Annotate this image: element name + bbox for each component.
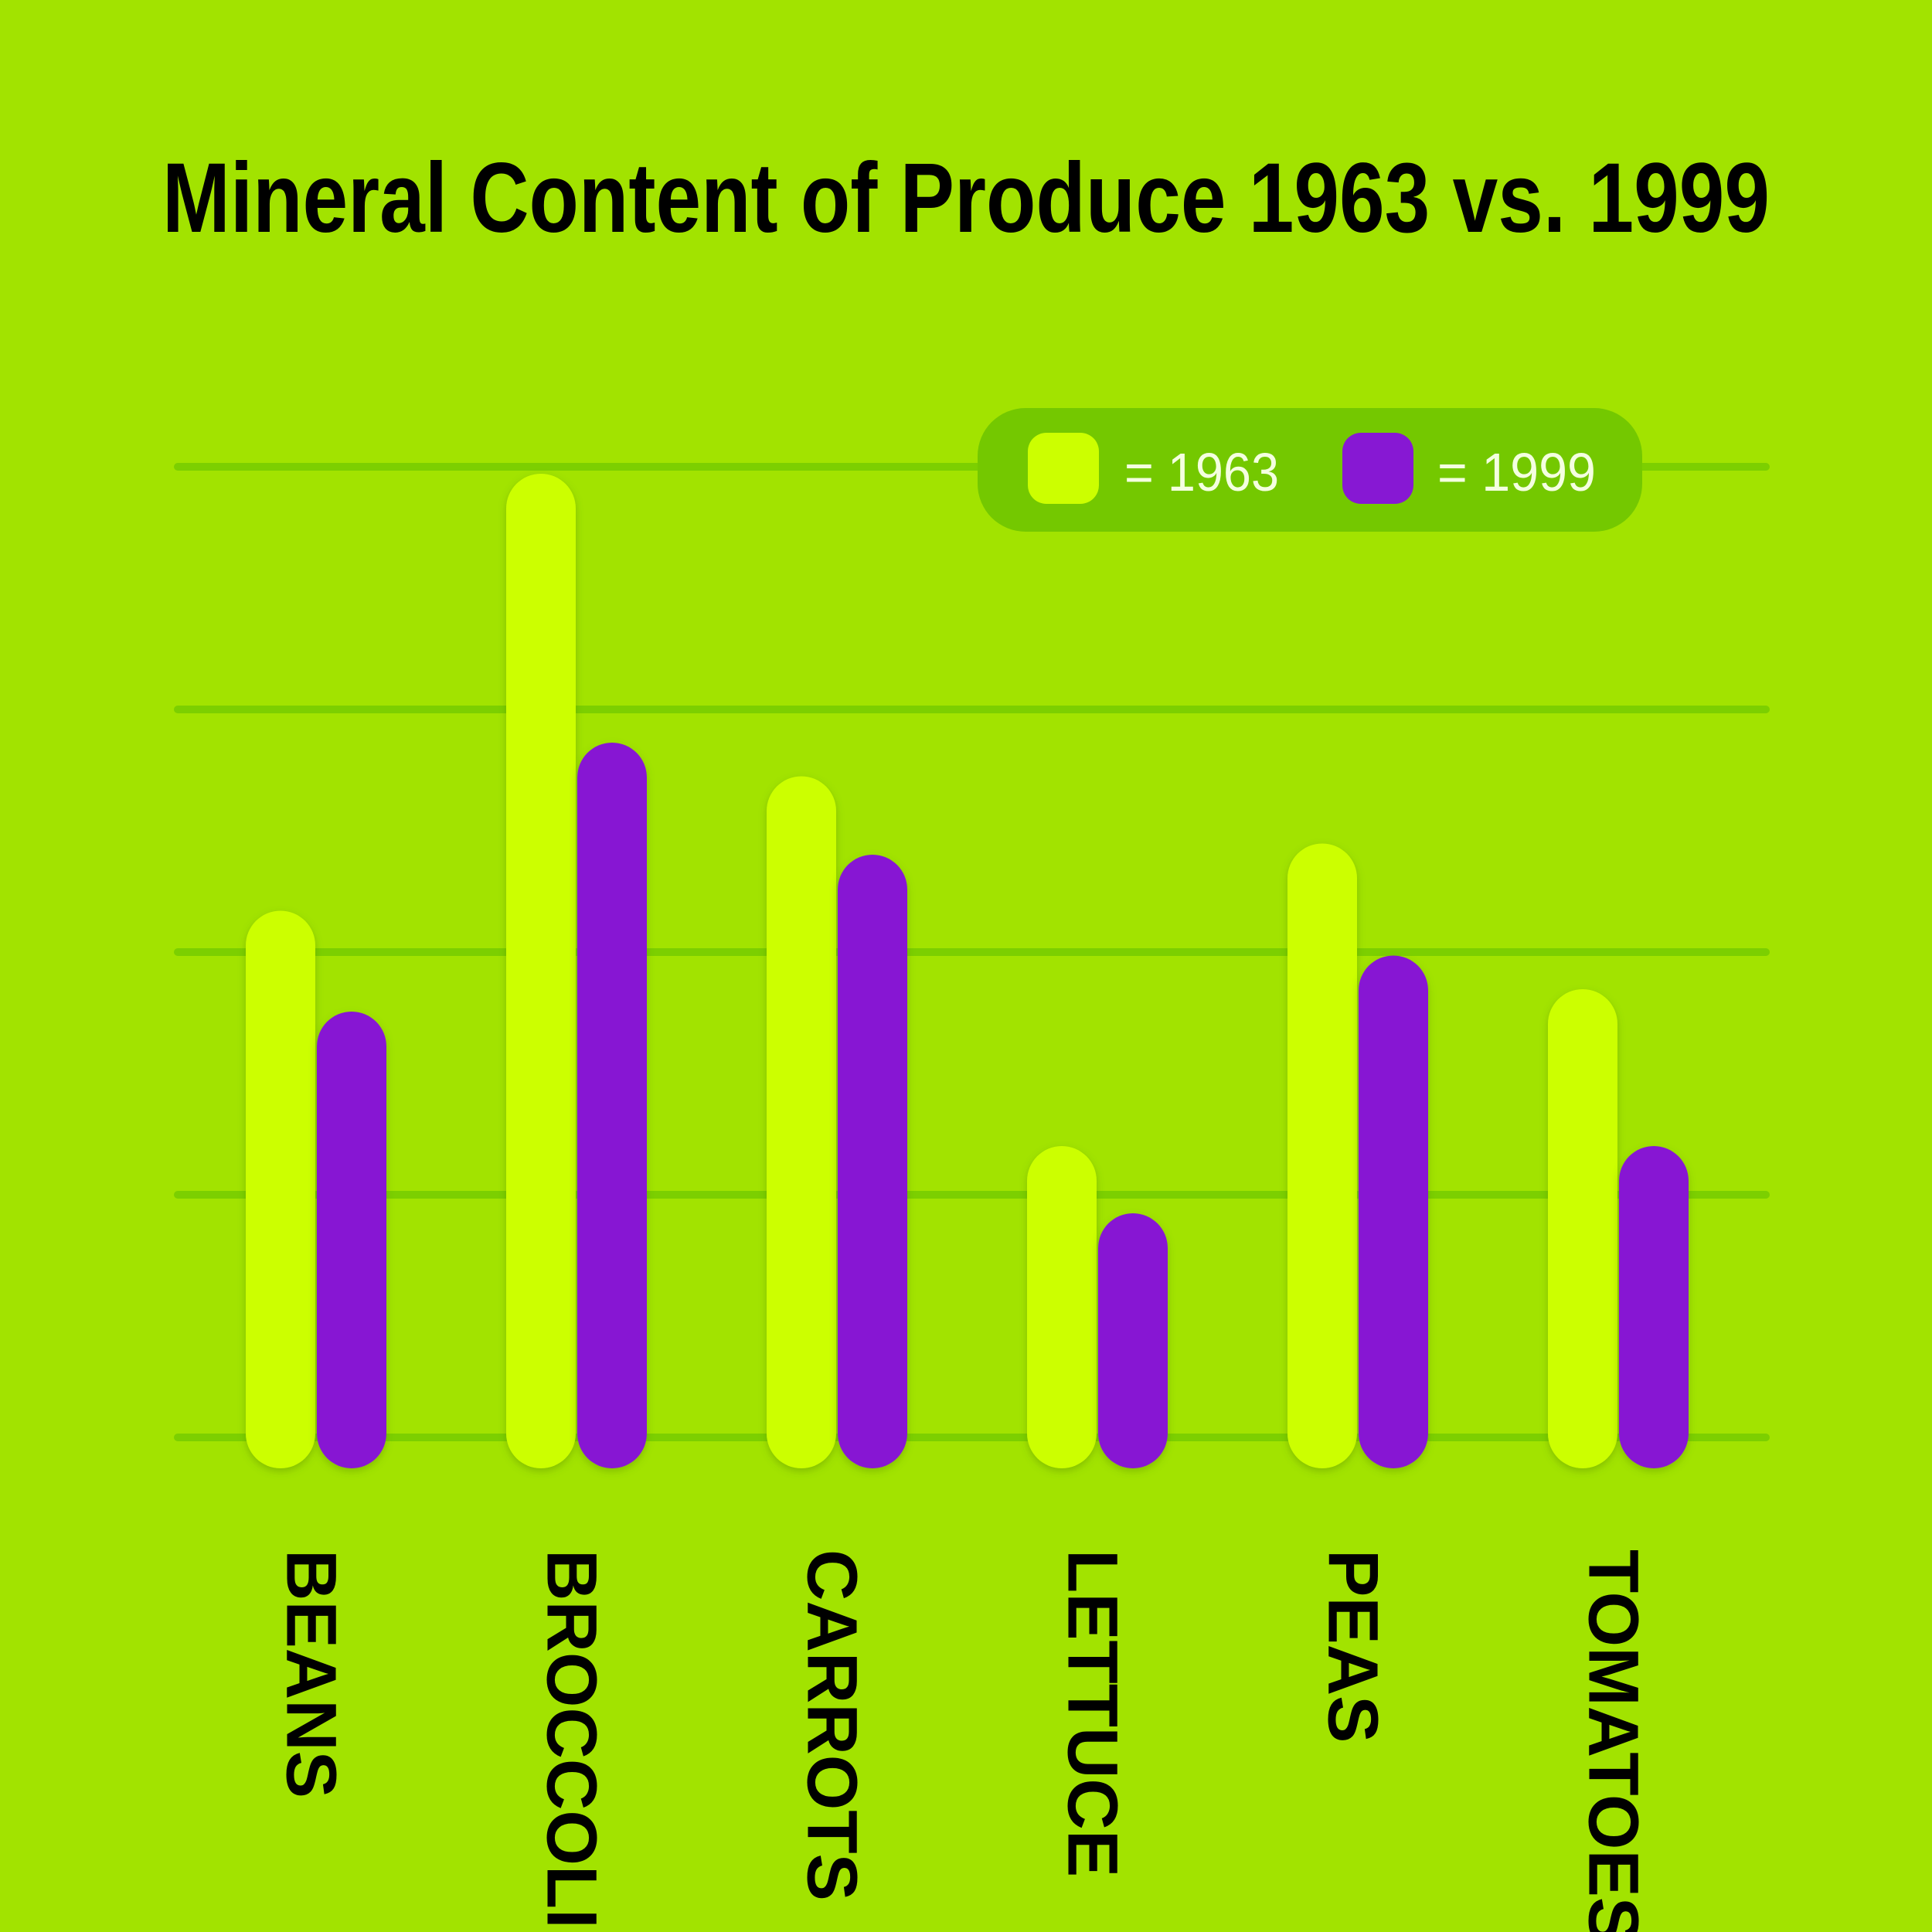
bar-tomatoes-1999: [1619, 1146, 1689, 1468]
category-label-beans: BEANS: [272, 1549, 351, 1798]
bars: [246, 474, 1689, 1468]
bar-beans-1963: [246, 910, 315, 1468]
legend-box: [978, 408, 1642, 532]
category-label-tomatoes: TOMATOES: [1574, 1549, 1653, 1932]
bar-broccoli-1963: [506, 474, 576, 1468]
bar-beans-1999: [317, 1012, 386, 1468]
bar-carrots-1999: [838, 855, 907, 1468]
legend-swatch-1999: [1342, 433, 1413, 504]
category-label-lettuce: LETTUCE: [1053, 1549, 1132, 1877]
category-label-peas: PEAS: [1314, 1549, 1393, 1743]
bar-broccoli-1999: [577, 743, 647, 1468]
category-label-carrots: CARROTS: [793, 1549, 872, 1901]
chart-title: Mineral Content of Produce 1963 vs. 1999: [162, 143, 1770, 253]
category-label-broccoli: BROCCOLI: [532, 1549, 611, 1929]
bar-carrots-1963: [767, 776, 836, 1468]
bar-lettuce-1999: [1098, 1213, 1168, 1468]
legend-label-1963: = 1963: [1124, 442, 1279, 502]
gridlines: [174, 463, 1770, 1441]
category-labels: BEANS BROCCOLI CARROTS LETTUCE PEAS TOMATOES: [272, 1549, 1653, 1932]
bar-peas-1963: [1287, 843, 1357, 1468]
bar-tomatoes-1963: [1548, 989, 1617, 1468]
bar-peas-1999: [1359, 955, 1428, 1468]
legend-swatch-1963: [1028, 433, 1099, 504]
legend: = 1963 = 1999: [978, 408, 1642, 532]
legend-label-1999: = 1999: [1437, 442, 1596, 502]
bar-lettuce-1963: [1027, 1146, 1097, 1468]
